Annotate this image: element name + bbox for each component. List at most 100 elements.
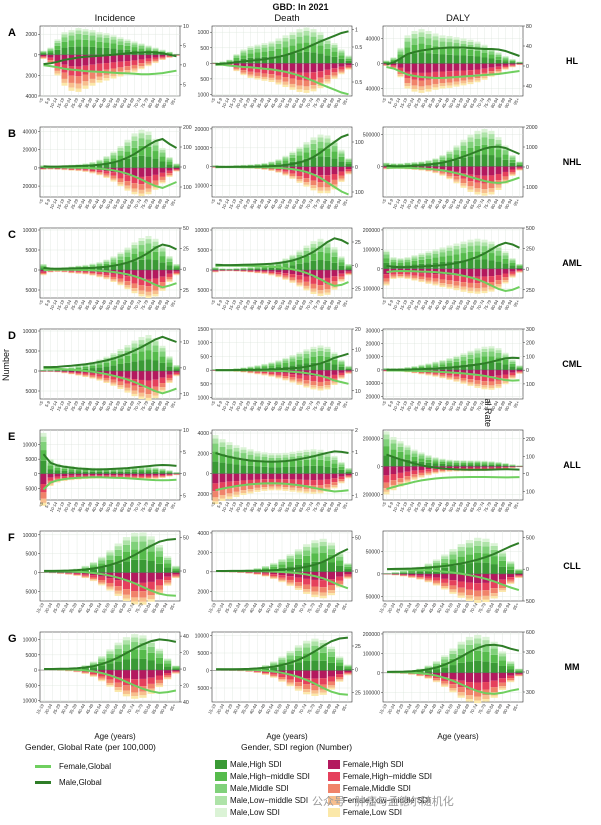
- bar-female-55-59: [289, 173, 296, 177]
- age-tick-label: 25-29: [413, 399, 423, 412]
- bar-female-75-79: [317, 63, 324, 72]
- bar-female-45-49: [103, 272, 110, 276]
- bar-male-40-44: [439, 249, 446, 253]
- bar-male-80-84: [147, 551, 155, 561]
- bar-male-10-14: [397, 458, 404, 467]
- tick-label-left: 0: [377, 62, 380, 68]
- age-tick-label: <5: [210, 298, 217, 305]
- age-tick-label: 95+: [169, 97, 177, 106]
- tick-label-left: 0: [34, 268, 37, 274]
- bar-male-90-94: [164, 556, 172, 558]
- bar-female-5-9: [47, 57, 54, 61]
- bar-male-85-89: [502, 354, 509, 357]
- bar-male-45-49: [103, 259, 110, 261]
- bar-female-70-74: [310, 85, 317, 89]
- tick-label-left: 2000: [197, 451, 209, 457]
- age-tick-label: 15-19: [35, 601, 45, 614]
- bar-male-90-94: [166, 471, 173, 473]
- age-tick-label: 60-64: [119, 500, 129, 513]
- bar-male-35-39: [261, 366, 268, 369]
- bar-female-50-54: [110, 473, 117, 476]
- bar-female-80-84: [147, 581, 155, 590]
- bar-male-75-79: [317, 260, 324, 270]
- bar-male-55-59: [117, 49, 124, 55]
- bar-female-90-94: [338, 376, 345, 378]
- bar-male-10-14: [397, 451, 404, 459]
- bar-female-90-94: [164, 580, 172, 583]
- bar-male-50-54: [270, 564, 278, 567]
- age-tick-label: 15-19: [228, 500, 238, 513]
- bar-female-50-54: [282, 81, 289, 85]
- age-tick-label: 65-69: [469, 197, 479, 210]
- bar-female-30-34: [425, 469, 432, 472]
- bar-male-75-79: [482, 546, 490, 554]
- bar-female-80-84: [152, 294, 159, 297]
- bar-male-75-79: [488, 138, 495, 146]
- tick-label-right: 0: [526, 567, 529, 573]
- bar-female-65-69: [303, 184, 310, 187]
- bar-male-95+: [345, 57, 352, 59]
- bar-male-60-64: [114, 549, 122, 556]
- bar-male-15-19: [404, 445, 411, 448]
- tick-label-right: 5: [183, 43, 186, 49]
- bar-male-25-29: [418, 256, 425, 260]
- age-tick-label: 30-34: [60, 702, 70, 715]
- panel-frame: [382, 429, 524, 501]
- bar-female-95+: [344, 574, 352, 576]
- bar-female-20-24: [411, 89, 418, 92]
- bar-female-10-14: [54, 473, 61, 477]
- bar-male-90-94: [166, 259, 173, 262]
- bar-female-70-74: [138, 66, 145, 68]
- bar-male-30-34: [425, 366, 432, 368]
- bar-male-40-44: [268, 362, 275, 364]
- bar-female-55-59: [278, 577, 286, 580]
- tick-label-right: 5: [183, 82, 186, 88]
- bar-female-70-74: [310, 166, 317, 175]
- bar-male-45-49: [103, 158, 110, 162]
- bar-male-25-29: [418, 259, 425, 264]
- bar-male-50-54: [98, 567, 106, 573]
- bar-female-45-49: [103, 173, 110, 176]
- bar-female-80-84: [152, 61, 159, 63]
- bar-male-95+: [345, 268, 352, 270]
- bar-female-40-44: [268, 486, 275, 489]
- bar-female-70-74: [310, 72, 317, 80]
- age-tick-label: 20-24: [63, 96, 73, 109]
- bar-female-65-69: [474, 80, 481, 83]
- bar-male-70-74: [310, 449, 317, 452]
- tick-label-right: 0: [355, 63, 358, 69]
- bar-male-45-49: [275, 261, 282, 263]
- bar-female-10-14: [226, 488, 233, 494]
- bar-male-35-39: [89, 163, 96, 165]
- bar-male-80-84: [152, 467, 159, 468]
- bar-male-75-79: [317, 455, 324, 460]
- age-tick-label: 10-14: [49, 298, 59, 311]
- bar-female-55-59: [449, 591, 457, 594]
- bar-female-65-69: [465, 589, 474, 596]
- tick-label-left: 20000: [23, 148, 38, 154]
- bar-male-85-89: [159, 351, 166, 357]
- line-female-global: [42, 476, 177, 491]
- bar-male-75-79: [145, 469, 152, 472]
- bar-female-90-94: [166, 176, 173, 177]
- bar-female-50-54: [441, 586, 449, 589]
- bar-male-60-64: [124, 139, 131, 143]
- bar-male-90-94: [509, 162, 516, 167]
- bar-female-55-59: [460, 166, 467, 174]
- bar-female-55-59: [289, 71, 296, 79]
- panel-frame: [382, 126, 524, 198]
- tick-label-left: 2000: [197, 550, 209, 556]
- bar-female-25-29: [247, 479, 254, 486]
- bar-female-65-69: [131, 385, 138, 391]
- age-tick-label: 60-64: [109, 702, 119, 715]
- age-tick-label: 10-14: [392, 399, 402, 412]
- bar-male-45-49: [103, 42, 110, 48]
- bar-female-10-14: [226, 493, 233, 497]
- bar-female-50-54: [98, 676, 106, 679]
- bar-male-<5: [383, 252, 390, 255]
- bar-female-30-34: [82, 272, 89, 274]
- bar-male-20-24: [240, 269, 247, 270]
- age-tick-label: 55-59: [273, 601, 283, 614]
- bar-female-15-19: [404, 278, 411, 279]
- bar-female-85-89: [159, 58, 166, 60]
